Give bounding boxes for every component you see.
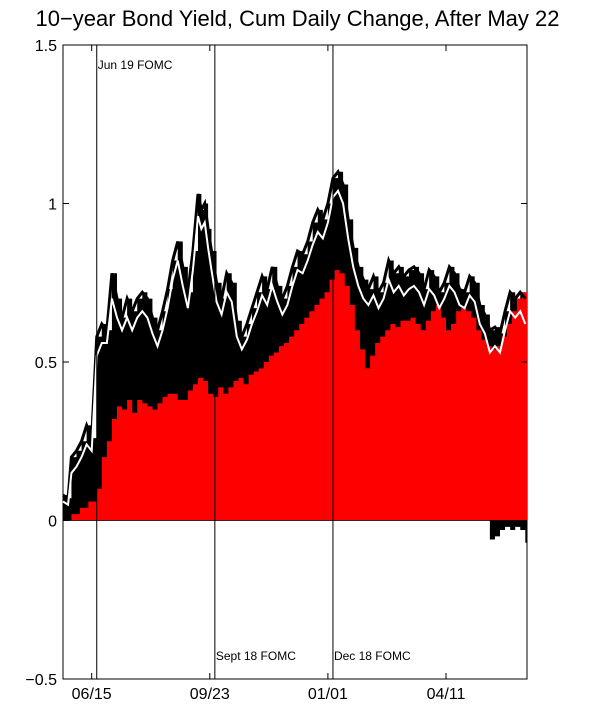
component-area xyxy=(63,270,527,521)
y-axis: −0.5 0 0.5 1 1.5 xyxy=(25,38,527,689)
y-tick-label: 0 xyxy=(48,514,57,531)
smoothed-line xyxy=(62,188,527,507)
event-label-0: Jun 19 FOMC xyxy=(98,58,173,72)
y-tick-label: 0.5 xyxy=(35,355,57,372)
y-tick-label: 1.5 xyxy=(35,38,57,55)
event-label-1: Sept 18 FOMC xyxy=(216,649,296,663)
y-tick-label: −0.5 xyxy=(25,672,57,689)
event-label-2: Dec 18 FOMC xyxy=(334,649,411,663)
event-lines: Jun 19 FOMC Sept 18 FOMC Dec 18 FOMC xyxy=(96,45,411,679)
x-tick-label: 01/01 xyxy=(308,686,348,703)
x-tick-label: 09/23 xyxy=(190,686,230,703)
chart-title: 10−year Bond Yield, Cum Daily Change, Af… xyxy=(35,6,560,31)
x-tick-label: 04/11 xyxy=(427,686,466,703)
negative-component-area xyxy=(484,520,527,543)
x-tick-label: 06/15 xyxy=(72,686,112,703)
x-axis: 06/15 09/23 01/01 04/11 xyxy=(72,45,466,703)
y-tick-label: 1 xyxy=(48,197,57,214)
total-change-line xyxy=(62,168,527,501)
